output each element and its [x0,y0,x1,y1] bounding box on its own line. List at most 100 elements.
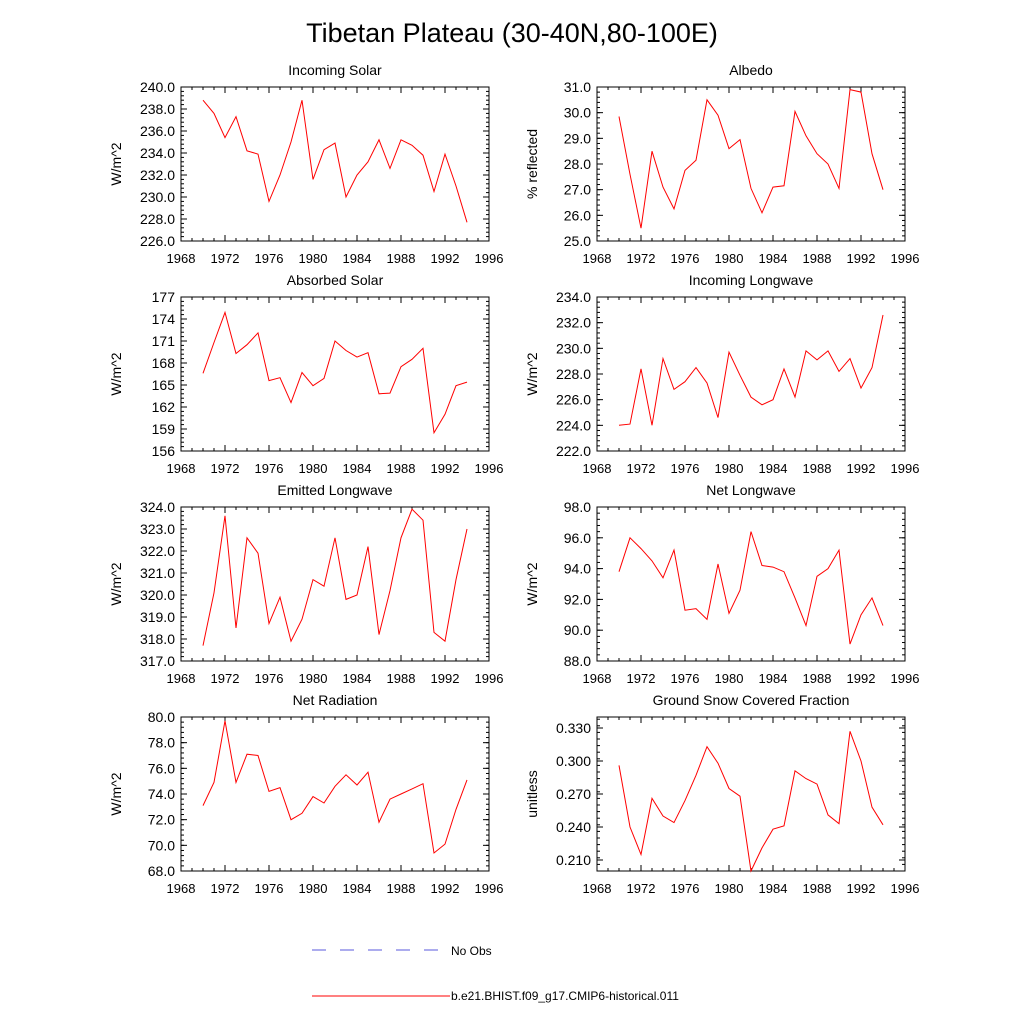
x-tick-label: 1984 [343,671,372,686]
legend: No Obs b.e21.BHIST.f09_g17.CMIP6-histori… [312,944,679,1003]
plot-frame [596,296,906,452]
y-tick-label: 234.0 [556,289,591,305]
x-tick-label: 1976 [671,251,700,266]
x-tick-label: 1972 [211,251,240,266]
x-tick-label: 1996 [475,671,504,686]
y-tick-label: 72.0 [148,812,175,828]
panel-incoming-longwave: Incoming Longwave W/m^2 1968 1972 1976 1980 19… [524,272,919,476]
y-tick-label: 76.0 [148,760,175,776]
y-tick-label: 222.0 [556,443,591,459]
x-tick-label: 1976 [671,881,700,896]
y-axis-label: W/m^2 [524,562,540,605]
x-tick-label: 1996 [891,251,920,266]
plot-frame [596,506,906,662]
plot-frame [180,506,490,662]
x-tick-label: 1996 [891,881,920,896]
x-tick-label: 1980 [299,251,328,266]
x-tick-label: 1972 [627,461,656,476]
y-tick-label: 0.270 [556,786,591,802]
x-tick-label: 1972 [211,881,240,896]
panel-title: Albedo [729,62,773,78]
y-tick-label: 165 [152,377,176,393]
x-tick-label: 1984 [759,461,788,476]
y-tick-label: 318.0 [140,631,175,647]
x-tick-label: 1968 [167,671,196,686]
series-line-b-e21-bhist-f09-g17-cmip6-historical-011 [618,531,884,645]
y-tick-label: 0.240 [556,819,591,835]
x-tick-label: 1984 [343,881,372,896]
y-tick-label: 27.0 [564,182,591,198]
x-tick-label: 1996 [475,461,504,476]
x-tick-label: 1972 [211,461,240,476]
y-tick-label: 238.0 [140,101,175,117]
x-tick-label: 1968 [167,251,196,266]
y-tick-label: 98.0 [564,499,591,515]
y-tick-label: 90.0 [564,622,591,638]
y-tick-label: 174 [152,311,176,327]
y-axis-label: W/m^2 [108,352,124,395]
panel-grid: Incoming Solar W/m^2 1968 1972 1976 1980 1984 1… [108,62,919,896]
x-tick-label: 1968 [167,461,196,476]
y-tick-label: 230.0 [140,189,175,205]
x-tick-label: 1996 [475,881,504,896]
y-tick-label: 162 [152,399,176,415]
y-axis-label: unitless [524,770,540,817]
plot-frame [180,716,490,872]
y-tick-label: 70.0 [148,837,175,853]
panel-title: Net Longwave [706,482,796,498]
y-tick-label: 92.0 [564,591,591,607]
figure-title: Tibetan Plateau (30-40N,80-100E) [306,18,718,48]
x-tick-label: 1992 [431,461,460,476]
x-tick-label: 1976 [255,461,284,476]
x-tick-label: 1988 [387,461,416,476]
x-tick-label: 1996 [891,461,920,476]
panel-ground-snow-covered-fraction: Ground Snow Covered Fraction unitless 1968… [524,692,919,896]
y-tick-label: 25.0 [564,233,591,249]
x-tick-label: 1992 [431,881,460,896]
y-tick-label: 28.0 [564,156,591,172]
panel-title: Emitted Longwave [277,482,392,498]
x-tick-label: 1968 [583,461,612,476]
series-line-b-e21-bhist-f09-g17-cmip6-historical-011 [618,731,884,873]
series-line-b-e21-bhist-f09-g17-cmip6-historical-011 [618,88,884,229]
x-tick-label: 1988 [387,251,416,266]
x-tick-label: 1976 [255,881,284,896]
x-tick-label: 1972 [627,881,656,896]
y-axis-label: W/m^2 [108,142,124,185]
x-tick-label: 1988 [803,251,832,266]
y-axis-label: W/m^2 [108,772,124,815]
x-tick-label: 1992 [847,881,876,896]
y-tick-label: 240.0 [140,79,175,95]
y-tick-label: 226.0 [556,392,591,408]
y-tick-label: 177 [152,289,176,305]
y-tick-label: 0.300 [556,753,591,769]
x-tick-label: 1988 [387,671,416,686]
panel-incoming-solar: Incoming Solar W/m^2 1968 1972 1976 1980 1984 1… [108,62,503,266]
y-tick-label: 232.0 [140,167,175,183]
x-tick-label: 1988 [803,461,832,476]
x-tick-label: 1980 [299,461,328,476]
y-tick-label: 68.0 [148,863,175,879]
y-tick-label: 74.0 [148,786,175,802]
x-tick-label: 1976 [255,251,284,266]
y-tick-label: 224.0 [556,417,591,433]
x-tick-label: 1988 [803,671,832,686]
series-line-b-e21-bhist-f09-g17-cmip6-historical-011 [202,508,468,646]
x-tick-label: 1968 [167,881,196,896]
x-tick-label: 1988 [803,881,832,896]
y-tick-label: 31.0 [564,79,591,95]
panel-title: Incoming Longwave [689,272,814,288]
x-tick-label: 1992 [847,671,876,686]
y-tick-label: 236.0 [140,123,175,139]
y-axis-label: W/m^2 [108,562,124,605]
x-tick-label: 1968 [583,881,612,896]
x-tick-label: 1976 [255,671,284,686]
series-line-b-e21-bhist-f09-g17-cmip6-historical-011 [618,314,884,426]
y-tick-label: 317.0 [140,653,175,669]
x-tick-label: 1984 [343,461,372,476]
y-tick-label: 80.0 [148,709,175,725]
x-tick-label: 1992 [431,251,460,266]
plot-frame [596,716,906,872]
